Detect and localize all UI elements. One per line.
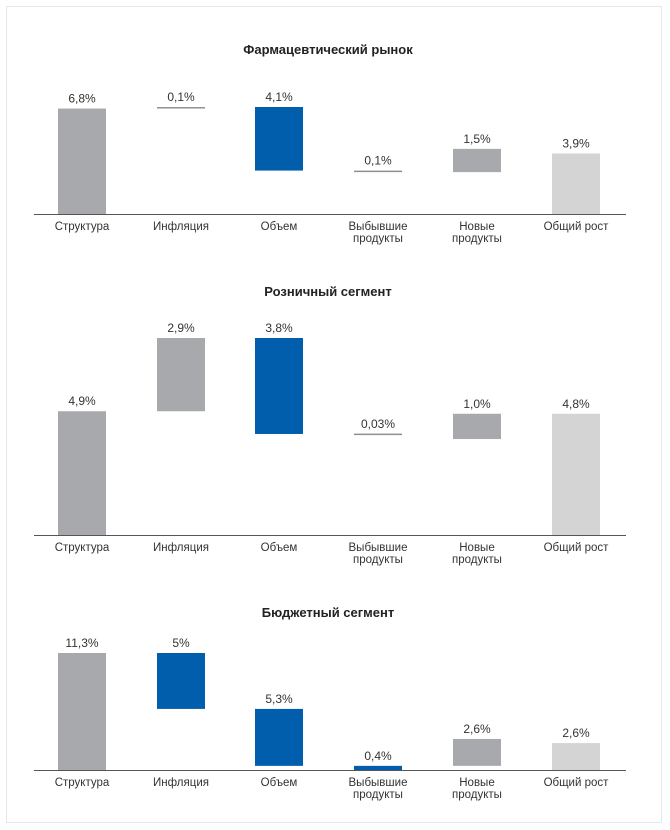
category-label: Структура: [55, 542, 110, 554]
category-label: Выбывшие: [349, 221, 408, 233]
data-label: 2,6%: [463, 722, 491, 736]
category-label: Структура: [55, 777, 110, 789]
data-label: 0,1%: [167, 90, 195, 104]
category-label: Новые: [459, 777, 494, 789]
bar: [552, 413, 600, 535]
data-label: 3,9%: [562, 137, 590, 151]
data-label: 4,1%: [265, 90, 293, 104]
data-label: 11,3%: [65, 636, 98, 650]
category-label: Общий рост: [544, 542, 610, 554]
bar: [157, 107, 205, 109]
data-label: 2,6%: [562, 726, 590, 740]
category-label: Выбывшие: [349, 777, 408, 789]
data-label: 6,8%: [68, 92, 96, 106]
chart-title: Бюджетный сегмент: [262, 605, 395, 620]
bar: [58, 108, 106, 214]
data-label: 2,9%: [167, 321, 195, 335]
category-label: продукты: [452, 233, 502, 245]
data-label: 0,1%: [364, 154, 392, 168]
data-label: 5,3%: [265, 692, 293, 706]
data-label: 1,0%: [463, 397, 491, 411]
category-label: Выбывшие: [349, 542, 408, 554]
category-label: Общий рост: [544, 777, 610, 789]
category-label: продукты: [452, 554, 502, 566]
category-label: Структура: [55, 221, 110, 233]
bar: [453, 738, 501, 766]
bar: [255, 107, 303, 171]
category-label: Объем: [261, 777, 298, 789]
bar: [255, 708, 303, 766]
category-label: Инфляция: [153, 221, 209, 233]
bar: [453, 413, 501, 440]
bar: [157, 653, 205, 709]
data-label: 1,5%: [463, 132, 491, 146]
data-label: 4,9%: [68, 394, 96, 408]
data-label: 5%: [172, 636, 190, 650]
bar: [354, 765, 402, 770]
chart-frame: [6, 6, 662, 823]
category-label: продукты: [353, 233, 403, 245]
bar: [354, 433, 402, 436]
bar: [552, 153, 600, 214]
category-label: Общий рост: [544, 221, 610, 233]
bar: [255, 338, 303, 434]
category-label: Инфляция: [153, 777, 209, 789]
data-label: 3,8%: [265, 321, 293, 335]
category-label: Новые: [459, 221, 494, 233]
category-label: продукты: [452, 789, 502, 801]
data-label: 4,8%: [562, 397, 590, 411]
bar: [157, 338, 205, 412]
data-label: 0,03%: [361, 417, 395, 431]
bar: [552, 743, 600, 770]
category-label: Новые: [459, 542, 494, 554]
bar: [58, 653, 106, 770]
category-label: продукты: [353, 789, 403, 801]
data-label: 0,4%: [364, 749, 392, 763]
chart-title: Розничный сегмент: [264, 284, 391, 299]
category-label: продукты: [353, 554, 403, 566]
category-label: Инфляция: [153, 542, 209, 554]
bar: [453, 148, 501, 173]
bar: [58, 411, 106, 535]
chart-title: Фармацевтический рынок: [243, 42, 413, 57]
category-label: Объем: [261, 542, 298, 554]
category-label: Объем: [261, 221, 298, 233]
bar: [354, 170, 402, 173]
